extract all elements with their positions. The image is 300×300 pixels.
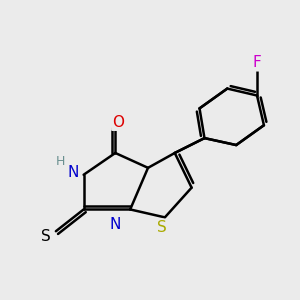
Text: S: S — [41, 229, 51, 244]
Text: F: F — [253, 55, 261, 70]
Text: N: N — [67, 165, 78, 180]
Text: O: O — [112, 115, 124, 130]
Text: S: S — [157, 220, 167, 235]
Text: H: H — [56, 155, 65, 168]
Text: N: N — [110, 217, 121, 232]
